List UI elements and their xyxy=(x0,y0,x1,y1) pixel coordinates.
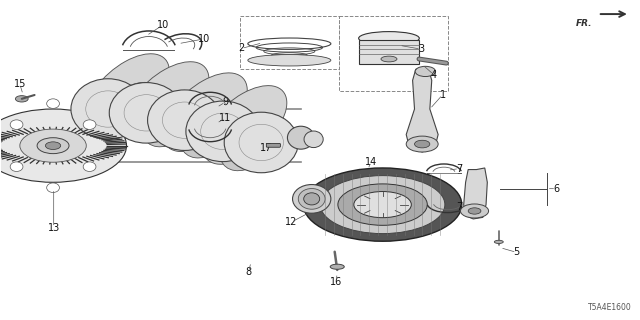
Ellipse shape xyxy=(304,193,320,205)
Text: 17: 17 xyxy=(260,143,273,153)
Text: 16: 16 xyxy=(330,277,342,287)
Ellipse shape xyxy=(83,162,96,172)
Ellipse shape xyxy=(202,86,287,164)
Text: 4: 4 xyxy=(431,70,436,80)
Ellipse shape xyxy=(148,90,221,150)
Text: 10: 10 xyxy=(198,34,210,44)
Text: 14: 14 xyxy=(365,156,377,167)
Circle shape xyxy=(20,129,86,162)
Ellipse shape xyxy=(180,101,240,158)
Ellipse shape xyxy=(85,54,170,132)
Ellipse shape xyxy=(102,83,162,139)
Ellipse shape xyxy=(381,56,397,62)
Ellipse shape xyxy=(109,83,183,143)
Ellipse shape xyxy=(304,131,323,148)
Ellipse shape xyxy=(320,176,445,234)
Text: 11: 11 xyxy=(220,113,232,123)
Text: 10: 10 xyxy=(157,20,170,29)
Ellipse shape xyxy=(248,55,331,66)
Ellipse shape xyxy=(83,120,96,129)
Circle shape xyxy=(415,140,430,148)
Ellipse shape xyxy=(125,62,209,140)
Text: 2: 2 xyxy=(238,44,244,53)
Ellipse shape xyxy=(220,114,280,171)
Text: 9: 9 xyxy=(223,97,228,107)
Text: 7: 7 xyxy=(456,164,462,174)
Circle shape xyxy=(461,204,488,218)
Text: 1: 1 xyxy=(440,90,445,100)
Ellipse shape xyxy=(224,112,298,173)
Polygon shape xyxy=(464,168,487,219)
Text: 12: 12 xyxy=(285,217,298,227)
Text: T5A4E1600: T5A4E1600 xyxy=(588,303,632,312)
Ellipse shape xyxy=(287,126,314,149)
Circle shape xyxy=(15,96,28,102)
Polygon shape xyxy=(406,69,438,152)
Ellipse shape xyxy=(298,188,325,209)
Text: 15: 15 xyxy=(13,79,26,89)
Text: 13: 13 xyxy=(47,222,60,233)
Polygon shape xyxy=(359,40,419,64)
Ellipse shape xyxy=(10,120,23,129)
Ellipse shape xyxy=(142,90,202,147)
Ellipse shape xyxy=(330,264,344,269)
Ellipse shape xyxy=(186,101,260,162)
Ellipse shape xyxy=(71,79,145,139)
Text: 5: 5 xyxy=(513,247,520,257)
Circle shape xyxy=(406,136,438,152)
Ellipse shape xyxy=(303,168,462,241)
Text: 8: 8 xyxy=(245,267,252,277)
Text: 3: 3 xyxy=(418,44,424,54)
Circle shape xyxy=(37,138,69,154)
Text: FR.: FR. xyxy=(575,19,592,28)
Circle shape xyxy=(415,66,436,76)
Ellipse shape xyxy=(354,192,412,218)
Circle shape xyxy=(468,208,481,214)
Ellipse shape xyxy=(358,32,419,45)
Ellipse shape xyxy=(292,185,331,213)
Circle shape xyxy=(0,109,127,182)
Text: 6: 6 xyxy=(553,184,559,194)
Ellipse shape xyxy=(47,183,60,193)
Ellipse shape xyxy=(47,99,60,108)
Ellipse shape xyxy=(10,162,23,172)
Ellipse shape xyxy=(338,184,428,225)
Ellipse shape xyxy=(494,240,503,244)
Ellipse shape xyxy=(163,73,247,152)
Circle shape xyxy=(45,142,61,149)
Text: 7: 7 xyxy=(456,202,462,212)
FancyBboxPatch shape xyxy=(266,143,280,147)
